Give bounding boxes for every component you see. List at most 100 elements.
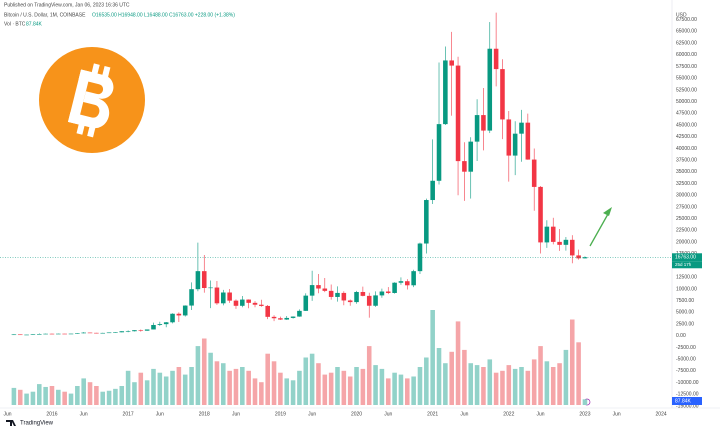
candle-body <box>557 241 562 245</box>
x-tick-label: Jun <box>460 411 468 417</box>
candle-body <box>246 299 251 303</box>
y-tick-label: -2500.00 <box>676 345 696 351</box>
volume-bar <box>144 380 150 405</box>
volume-bar <box>531 359 537 405</box>
candle-body <box>405 281 410 286</box>
volume-text: 87.84K <box>26 21 43 27</box>
candle-body <box>119 331 125 333</box>
brand-icon <box>6 420 16 426</box>
volume-bar <box>221 363 226 405</box>
volume-bar <box>576 342 581 405</box>
ohlc-text: O16535.00 H16948.00 L16488.00 C16763.00 … <box>92 12 235 18</box>
candle-body <box>538 186 543 243</box>
candle-body <box>182 305 188 316</box>
candle-body <box>525 122 531 160</box>
x-tick-label: 2021 <box>427 411 438 417</box>
volume-bar <box>538 346 543 405</box>
volume-bar <box>259 382 264 405</box>
x-tick-label: 2024 <box>656 411 667 417</box>
volume-bar <box>132 382 137 405</box>
volume-bar <box>265 353 270 405</box>
candle-body <box>297 310 302 317</box>
volume-bar <box>233 368 239 405</box>
volume-bar <box>36 384 42 405</box>
y-tick-label: -15000.00 <box>676 403 699 409</box>
volume-bar <box>138 372 144 405</box>
y-tick-label: -7500.00 <box>676 368 696 374</box>
candle-body <box>436 124 442 181</box>
volume-value-label: 87.84K <box>675 398 692 404</box>
volume-bar <box>214 361 220 405</box>
candle-body <box>227 292 232 301</box>
y-tick-label: 5000.00 <box>676 310 694 316</box>
volume-bar <box>303 357 309 405</box>
candle-body <box>347 300 353 303</box>
candle-body <box>303 295 309 311</box>
y-tick-label: 25000.00 <box>676 216 697 222</box>
volume-bar <box>411 376 416 405</box>
y-tick-label: 10000.00 <box>676 286 697 292</box>
candle-body <box>30 334 36 335</box>
y-tick-label: 37500.00 <box>676 158 697 164</box>
volume-bar <box>392 372 397 405</box>
candle-body <box>151 324 156 330</box>
candle-body <box>379 291 385 296</box>
bitcoin-logo <box>39 47 145 153</box>
volume-bar <box>24 393 29 405</box>
y-tick-label: 35000.00 <box>676 169 697 175</box>
volume-bar <box>487 359 493 405</box>
volume-bar <box>366 346 372 405</box>
volume-value-box <box>672 397 702 405</box>
candle-body <box>500 69 505 120</box>
volume-bar <box>201 338 207 405</box>
volume-bar <box>278 372 283 405</box>
volume-bar <box>443 363 448 405</box>
candle-body <box>201 271 207 289</box>
logo-part <box>68 69 114 129</box>
candle-body <box>474 115 480 142</box>
arrow-line <box>589 213 609 247</box>
x-tick-label: Jun <box>156 411 164 417</box>
candle-body <box>100 332 106 334</box>
candle-body <box>506 119 512 156</box>
volume-bar <box>506 365 512 405</box>
candle-body <box>354 291 359 303</box>
candle-body <box>221 292 226 304</box>
volume-layer <box>11 310 588 405</box>
candle-body <box>563 239 569 245</box>
candle-body <box>493 48 499 70</box>
y-tick-label: -5000.00 <box>676 357 696 363</box>
candle-body <box>75 333 80 334</box>
volume-bar <box>157 372 163 405</box>
volume-bar <box>81 378 86 405</box>
x-tick-label: 2022 <box>503 411 514 417</box>
candle-body <box>316 285 321 289</box>
volume-bar <box>519 367 524 405</box>
candle-body <box>366 295 372 306</box>
volume-bar <box>430 310 435 405</box>
x-tick-label: Jun <box>308 411 316 417</box>
candle-body <box>11 334 17 336</box>
y-tick-label: 7500.00 <box>676 298 694 304</box>
y-tick-label: -12500.00 <box>676 392 699 398</box>
candle-body <box>398 281 404 283</box>
volume-bar <box>62 391 67 405</box>
candle-body <box>481 115 486 131</box>
volume-bar <box>68 393 74 405</box>
candle-body <box>550 226 556 242</box>
y-tick-label: 2500.00 <box>676 321 694 327</box>
candle-body <box>341 292 347 301</box>
candle-body <box>214 287 220 304</box>
y-tick-label: 42500.00 <box>676 134 697 140</box>
candle-body <box>49 333 55 335</box>
y-tick-label: 20000.00 <box>676 239 697 245</box>
x-tick-label: 2019 <box>275 411 286 417</box>
candle-body <box>195 271 201 290</box>
volume-bar <box>563 349 569 405</box>
countdown-box <box>672 261 702 269</box>
candle-body <box>487 48 493 131</box>
volume-title: Vol · BTC <box>4 21 26 27</box>
candle-body <box>290 316 296 318</box>
volume-bar <box>354 367 359 405</box>
y-tick-label: 30000.00 <box>676 193 697 199</box>
